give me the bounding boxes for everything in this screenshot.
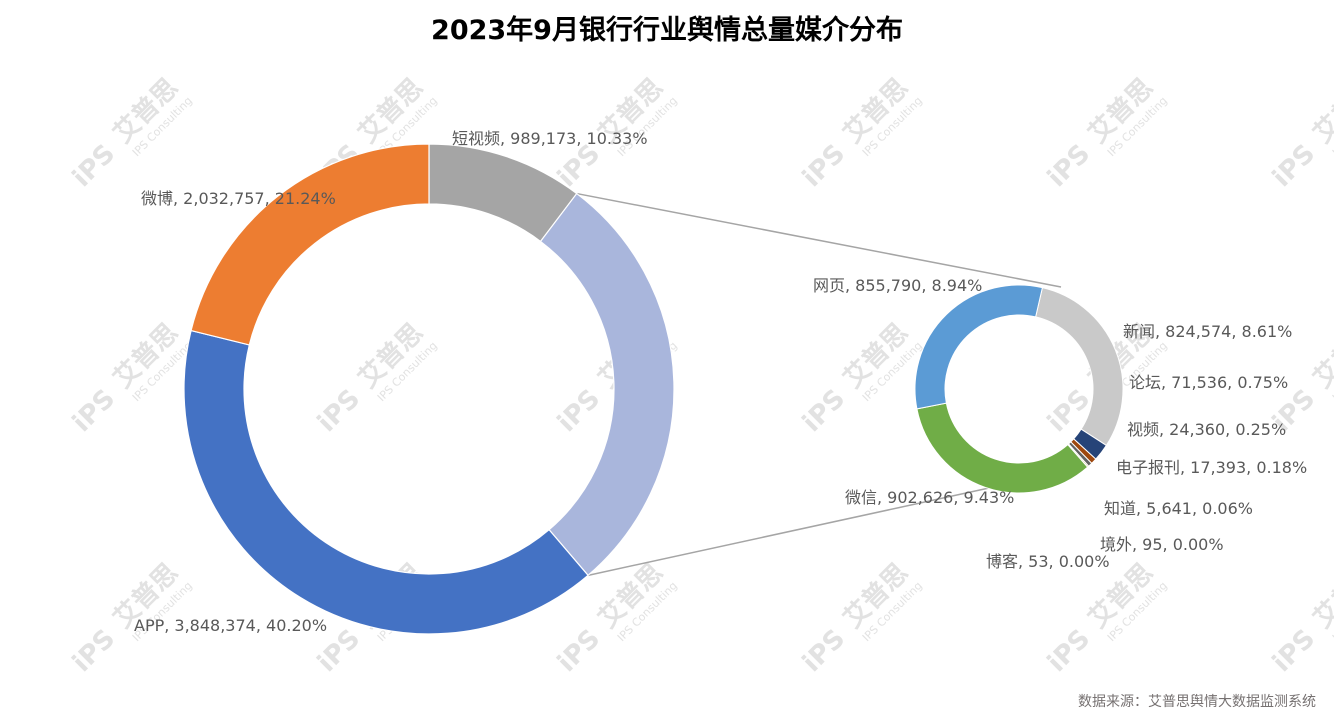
svg-text:iPS: iPS [1267, 624, 1321, 678]
data-label-新闻: 新闻, 824,574, 8.61% [1123, 322, 1292, 341]
connector-line-top [576, 192, 1062, 288]
data-label-短视频: 短视频, 989,173, 10.33% [452, 129, 648, 148]
data-label-知道: 知道, 5,641, 0.06% [1104, 499, 1253, 518]
svg-text:iPS: iPS [552, 624, 606, 678]
donut-slice-网页 [914, 284, 1043, 410]
chart-title: 2023年9月银行行业舆情总量媒介分布 [431, 15, 903, 46]
data-label-微信: 微信, 902,626, 9.43% [845, 488, 1014, 507]
secondary-donut [914, 284, 1124, 494]
svg-text:iPS: iPS [797, 139, 851, 193]
data-label-电子报刊: 电子报刊, 17,393, 0.18% [1116, 458, 1307, 477]
svg-text:iPS: iPS [1042, 624, 1096, 678]
svg-text:iPS: iPS [797, 384, 851, 438]
data-label-视频: 视频, 24,360, 0.25% [1127, 420, 1286, 439]
data-label-微博: 微博, 2,032,757, 21.24% [141, 189, 336, 208]
svg-text:iPS: iPS [1267, 139, 1321, 193]
svg-text:iPS: iPS [797, 624, 851, 678]
data-label-境外: 境外, 95, 0.00% [1100, 535, 1224, 554]
data-label-博客: 博客, 53, 0.00% [986, 552, 1110, 571]
source-note: 数据来源：艾普思舆情大数据监测系统 [1078, 694, 1316, 710]
main-donut [183, 143, 675, 635]
svg-text:iPS: iPS [552, 384, 606, 438]
connector-lines [576, 192, 1062, 577]
svg-text:iPS: iPS [67, 624, 121, 678]
connector-line-bottom [587, 487, 990, 577]
data-label-APP: APP, 3,848,374, 40.20% [134, 616, 327, 635]
svg-text:艾普思: 艾普思 [1307, 72, 1334, 149]
svg-text:iPS: iPS [67, 139, 121, 193]
donut-slice-微博 [190, 143, 430, 346]
svg-text:iPS: iPS [312, 384, 366, 438]
donut-slice-APP [183, 329, 589, 635]
svg-text:iPS: iPS [1042, 139, 1096, 193]
data-labels: 短视频, 989,173, 10.33% APP, 3,848,374, 40.2… [134, 129, 1307, 635]
data-label-论坛: 论坛, 71,536, 0.75% [1129, 373, 1288, 392]
data-label-网页: 网页, 855,790, 8.94% [813, 276, 982, 295]
svg-text:iPS: iPS [67, 384, 121, 438]
svg-text:艾普思: 艾普思 [1307, 317, 1334, 394]
svg-text:艾普思: 艾普思 [1307, 557, 1334, 634]
